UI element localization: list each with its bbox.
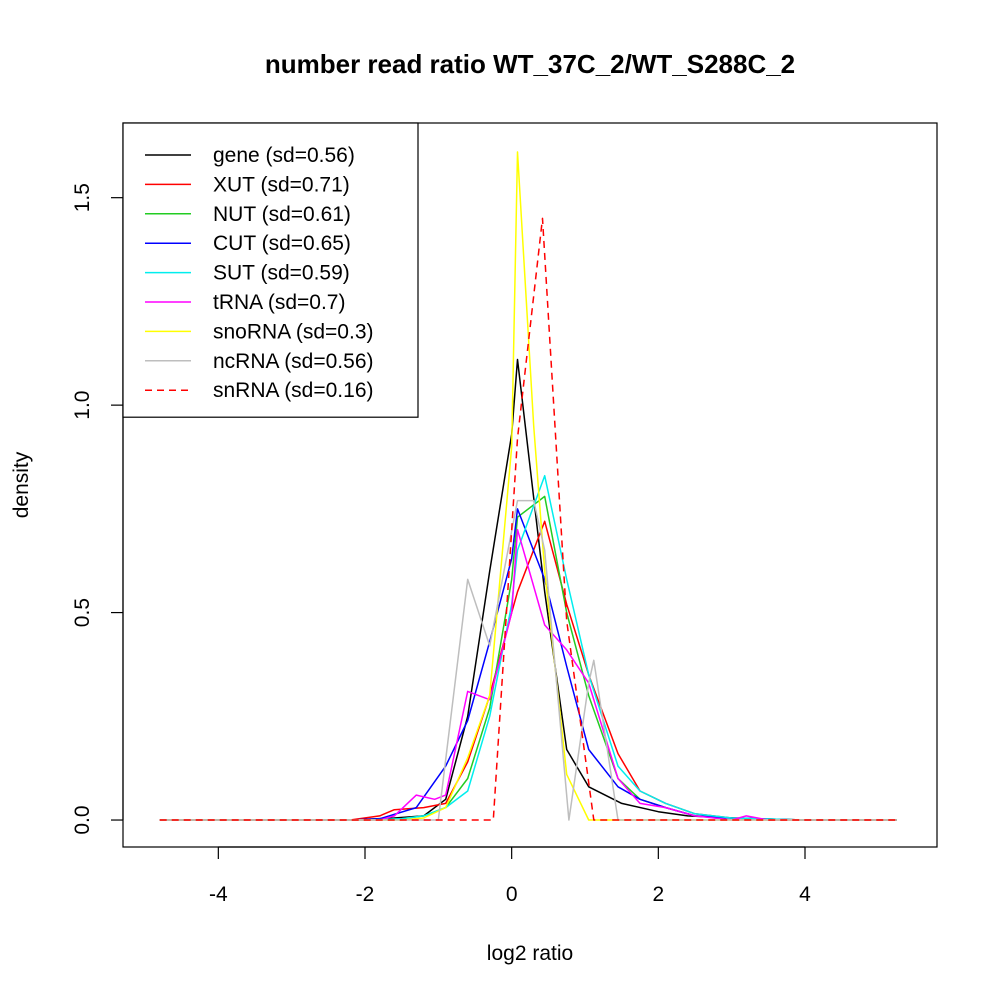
- legend-label: CUT (sd=0.65): [213, 232, 351, 255]
- legend: gene (sd=0.56) XUT (sd=0.71) NUT (sd=0.61)…: [122, 122, 419, 418]
- y-tick-label: 1.5: [71, 183, 94, 212]
- plot-frame: [122, 122, 938, 848]
- legend-label: ncRNA (sd=0.56): [213, 350, 374, 373]
- legend-label: SUT (sd=0.59): [213, 262, 350, 285]
- legend-label: XUT (sd=0.71): [213, 173, 350, 196]
- x-tick-label: 0: [506, 883, 518, 906]
- x-tick-label: 2: [652, 883, 664, 906]
- plot-lines: [159, 151, 897, 821]
- x-tick-label: -4: [209, 883, 228, 906]
- y-axis-label: density: [10, 451, 33, 518]
- series-line-4: [159, 474, 897, 821]
- legend-box: [122, 122, 419, 418]
- legend-label: NUT (sd=0.61): [213, 203, 351, 226]
- legend-label: snRNA (sd=0.16): [213, 379, 374, 402]
- y-tick-label: 0.5: [71, 598, 94, 627]
- x-tick-label: -2: [356, 883, 375, 906]
- legend-label: snoRNA (sd=0.3): [213, 320, 374, 343]
- chart-title: number read ratio WT_37C_2/WT_S288C_2: [265, 49, 795, 79]
- x-tick-label: 4: [799, 883, 811, 906]
- legend-label: gene (sd=0.56): [213, 144, 355, 167]
- y-tick-label: 0.0: [71, 805, 94, 834]
- series-line-5: [159, 528, 897, 821]
- x-axis-label: log2 ratio: [487, 942, 573, 965]
- y-tick-label: 1.0: [71, 391, 94, 420]
- legend-label: tRNA (sd=0.7): [213, 291, 345, 314]
- series-line-8: [159, 217, 897, 821]
